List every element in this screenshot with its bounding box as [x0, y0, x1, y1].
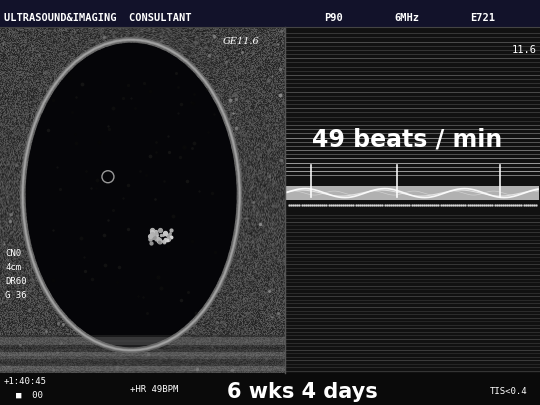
Bar: [8, 177, 24, 188]
Text: TIS<0.4: TIS<0.4: [490, 386, 528, 396]
Text: 4cm: 4cm: [5, 263, 21, 272]
Bar: [286, 187, 539, 200]
Text: 11.6: 11.6: [512, 45, 537, 55]
Text: 6 wks 4 days: 6 wks 4 days: [227, 381, 378, 401]
Bar: [0, 364, 285, 366]
Bar: [0, 371, 285, 373]
Bar: [8, 148, 24, 158]
Bar: [0, 350, 285, 352]
Text: CN0: CN0: [5, 249, 21, 258]
Bar: [8, 168, 24, 177]
Bar: [0, 354, 285, 356]
Bar: [8, 128, 24, 138]
Text: +1:40:45: +1:40:45: [4, 377, 47, 386]
Bar: [0, 0, 540, 28]
Bar: [0, 345, 285, 347]
Bar: [8, 138, 24, 148]
Text: GE11.6: GE11.6: [222, 37, 259, 47]
Ellipse shape: [26, 44, 237, 347]
Bar: [0, 342, 285, 345]
Text: 6MHz: 6MHz: [394, 13, 419, 23]
Bar: [0, 335, 285, 337]
Bar: [8, 207, 24, 217]
Bar: [0, 337, 285, 340]
Bar: [8, 118, 24, 128]
Bar: [0, 352, 285, 354]
Bar: [0, 359, 285, 361]
Bar: [0, 361, 285, 364]
Text: P90: P90: [324, 13, 343, 23]
Bar: [0, 28, 285, 373]
Bar: [0, 373, 540, 405]
Bar: [8, 188, 24, 198]
Bar: [8, 198, 24, 207]
Text: G 36: G 36: [5, 291, 26, 300]
Bar: [0, 356, 285, 359]
Text: ULTRASOUND&IMAGING  CONSULTANT: ULTRASOUND&IMAGING CONSULTANT: [4, 13, 192, 23]
Bar: [0, 366, 285, 368]
Bar: [0, 368, 285, 371]
Bar: [8, 158, 24, 168]
Bar: [0, 340, 285, 342]
Text: ■  00: ■ 00: [16, 390, 43, 399]
Bar: [0, 347, 285, 350]
Bar: [285, 28, 540, 373]
Text: DR60: DR60: [5, 277, 26, 286]
Text: E721: E721: [470, 13, 495, 23]
Text: +HR 49BPM: +HR 49BPM: [130, 385, 178, 394]
Text: 49 beats / min: 49 beats / min: [312, 127, 503, 151]
